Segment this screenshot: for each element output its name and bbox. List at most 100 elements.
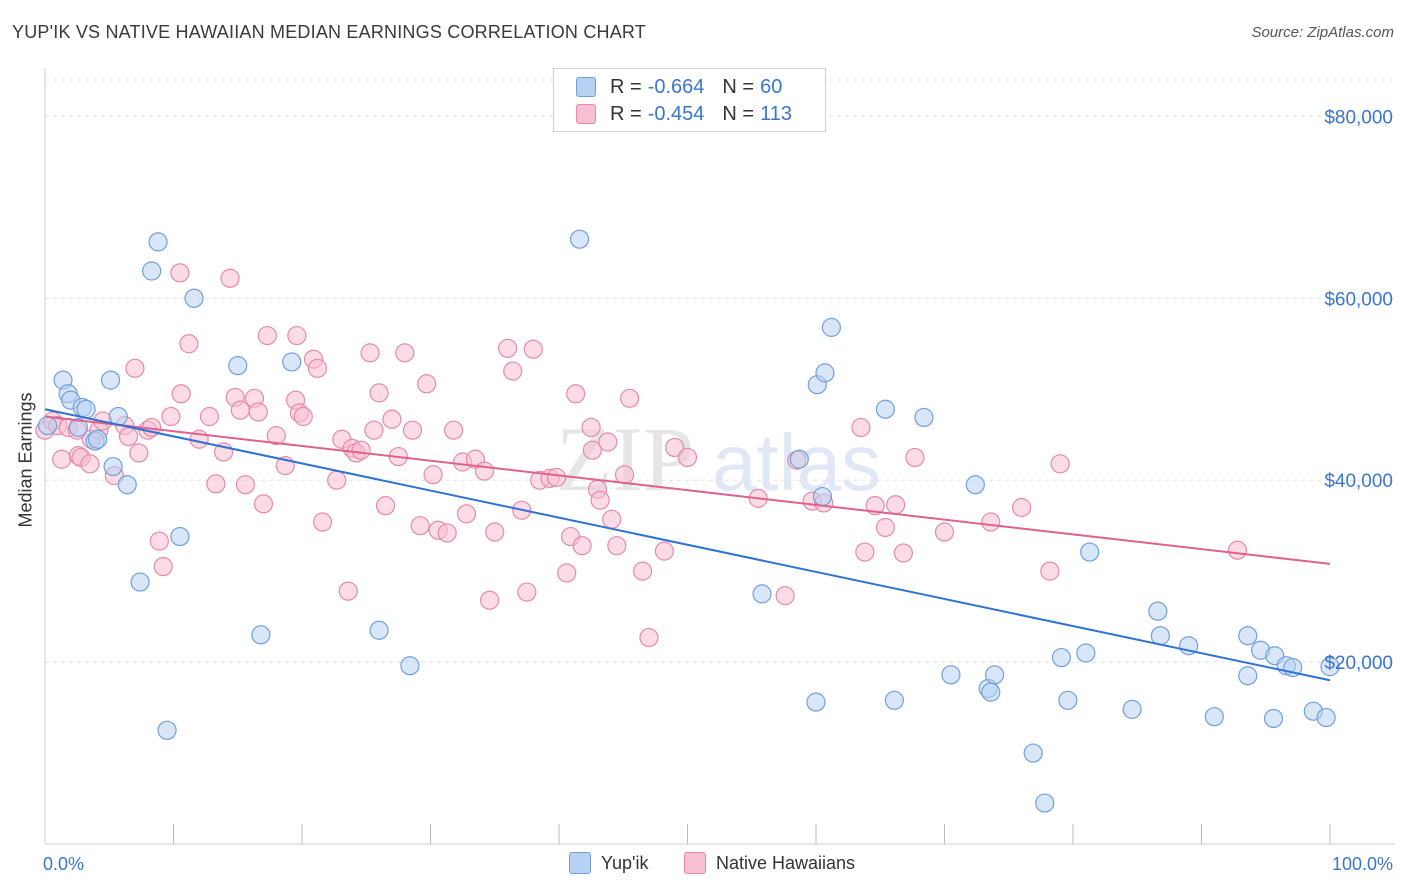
data-point — [129, 443, 149, 463]
data-point — [789, 449, 809, 469]
data-point — [170, 526, 190, 547]
data-point — [206, 474, 226, 494]
source-label: Source: ZipAtlas.com — [1251, 24, 1394, 41]
data-point — [88, 429, 108, 449]
legend-swatch-pink — [684, 852, 706, 874]
data-point — [572, 536, 592, 556]
data-point — [851, 417, 871, 438]
data-point — [1204, 707, 1224, 727]
legend-swatch-pink — [576, 104, 596, 124]
data-point — [581, 417, 601, 438]
correlation-legend: R = -0.664 N = 60 R = -0.454 N = 113 — [553, 68, 826, 132]
data-point — [965, 475, 985, 495]
data-point — [590, 490, 610, 510]
data-point — [312, 512, 333, 532]
data-point — [677, 447, 698, 468]
y-tick-label: $80,000 — [1324, 107, 1393, 128]
data-point — [369, 620, 389, 640]
data-point — [821, 317, 842, 337]
data-point — [76, 399, 96, 419]
data-point — [257, 325, 277, 346]
data-point — [52, 449, 72, 469]
data-point — [80, 454, 100, 474]
data-point — [130, 572, 150, 592]
data-point — [1238, 666, 1258, 686]
data-point — [171, 384, 191, 404]
tick-labels: $20,000 $40,000 $60,000 $80,000 0.0% 100.0% — [43, 107, 1393, 874]
data-point — [474, 461, 495, 481]
trend-line-native-hawaiians — [44, 415, 1331, 565]
data-point — [293, 406, 313, 427]
data-point — [654, 541, 674, 561]
trend-lines — [44, 408, 1331, 682]
data-point — [582, 440, 603, 460]
data-point — [199, 406, 220, 427]
data-point — [402, 420, 423, 440]
legend-item-native-hawaiians[interactable]: Native Hawaiians — [684, 852, 855, 874]
data-point — [400, 656, 420, 676]
data-point — [914, 407, 934, 428]
legend-swatch-blue — [576, 77, 596, 97]
data-point — [934, 522, 955, 542]
grid-lines — [45, 79, 1395, 663]
data-point — [266, 426, 286, 446]
data-point — [1227, 540, 1248, 560]
watermark-zip: ZIP — [556, 408, 694, 510]
data-point — [1238, 626, 1258, 646]
data-point — [1316, 707, 1336, 728]
data-point — [517, 582, 537, 602]
data-point — [875, 517, 895, 538]
data-point — [620, 388, 640, 408]
data-point — [981, 682, 1001, 702]
data-point — [1263, 708, 1284, 729]
legend-n-label: N = — [722, 75, 755, 98]
series-legend: Yup'ik Native Hawaiians — [0, 850, 1406, 880]
data-point — [235, 475, 256, 495]
data-point — [103, 456, 123, 477]
data-point — [480, 590, 500, 610]
data-point — [360, 343, 380, 363]
data-point — [905, 447, 925, 468]
legend-n-value: 60 — [760, 75, 783, 98]
data-point — [220, 268, 240, 288]
legend-row-native-hawaiians: R = -0.454 N = 113 — [576, 102, 792, 126]
data-point — [382, 409, 402, 429]
x-tick-label: 100.0% — [1332, 854, 1393, 874]
data-point — [632, 561, 653, 581]
y-tick-label: $60,000 — [1324, 289, 1393, 310]
data-point — [566, 384, 586, 404]
data-point — [118, 426, 139, 447]
series-yupik — [37, 229, 1340, 813]
legend-item-label: Yup'ik — [601, 852, 649, 873]
data-point — [598, 432, 618, 452]
data-point — [148, 232, 168, 252]
series-native-hawaiians — [35, 263, 1248, 648]
data-point — [1023, 743, 1043, 763]
data-point — [865, 496, 885, 516]
y-tick-label: $40,000 — [1324, 471, 1393, 492]
data-point — [812, 486, 833, 507]
data-point — [1050, 454, 1070, 474]
data-point — [68, 417, 89, 438]
legend-r-value: -0.454 — [647, 102, 705, 125]
data-point — [523, 339, 543, 359]
data-point — [149, 531, 169, 551]
data-point — [287, 325, 307, 346]
data-point — [351, 440, 371, 460]
data-point — [602, 509, 622, 529]
data-point — [364, 420, 384, 440]
data-point — [941, 665, 961, 685]
data-point — [327, 470, 347, 490]
data-point — [884, 690, 904, 710]
legend-item-yupik[interactable]: Yup'ik — [569, 852, 648, 874]
data-point — [1320, 657, 1340, 677]
data-point — [893, 543, 913, 563]
data-point — [375, 496, 396, 516]
data-point — [775, 586, 795, 606]
data-point — [369, 383, 389, 403]
data-point — [1148, 601, 1168, 621]
chart-title: YUP'IK VS NATIVE HAWAIIAN MEDIAN EARNING… — [12, 22, 646, 42]
data-point — [395, 343, 415, 363]
x-tick-label: 0.0% — [43, 854, 84, 874]
